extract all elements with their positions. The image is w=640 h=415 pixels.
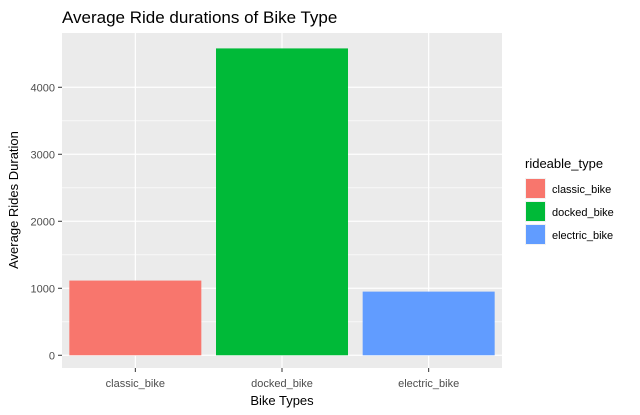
legend-label: electric_bike xyxy=(552,230,613,242)
x-tick-label: classic_bike xyxy=(106,378,165,390)
y-tick-label: 0 xyxy=(49,350,55,362)
legend-title: rideable_type xyxy=(525,156,603,171)
y-tick-label: 4000 xyxy=(31,82,55,94)
legend-swatch xyxy=(526,225,545,244)
bar-electric_bike xyxy=(362,291,495,356)
x-axis-ticks: classic_bike docked_bike electric_bike xyxy=(106,368,459,390)
y-tick-label: 1000 xyxy=(31,283,55,295)
y-tick-label: 3000 xyxy=(31,149,55,161)
y-tick-label: 2000 xyxy=(31,216,55,228)
bar-docked_bike xyxy=(216,48,348,356)
legend-swatch xyxy=(526,202,545,221)
y-axis-title: Average Rides Duration xyxy=(6,131,21,269)
y-axis-ticks: 0 1000 2000 3000 4000 xyxy=(31,82,62,362)
legend-label: docked_bike xyxy=(552,207,614,219)
x-tick-label: docked_bike xyxy=(251,378,313,390)
x-tick-label: electric_bike xyxy=(398,378,459,390)
bar-classic_bike xyxy=(69,280,202,356)
legend-swatch xyxy=(526,179,545,198)
chart-title: Average Ride durations of Bike Type xyxy=(62,8,337,27)
legend-label: classic_bike xyxy=(552,184,611,196)
bars xyxy=(69,48,495,356)
legend: rideable_type classic_bike docked_bikeele… xyxy=(525,156,614,245)
x-axis-title: Bike Types xyxy=(250,393,314,408)
